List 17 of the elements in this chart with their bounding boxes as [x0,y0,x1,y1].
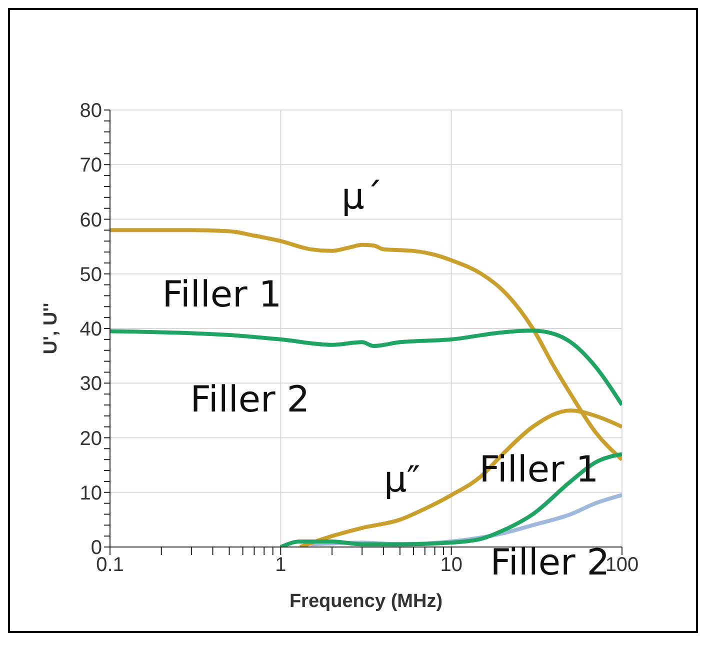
y-tick-label: 20 [80,428,102,450]
x-tick-label: 1 [275,554,286,576]
y-tick-label: 80 [80,100,102,122]
x-axis-title: Frequency (MHz) [289,591,443,612]
annotation: μ´ [342,176,382,218]
y-tick-label: 40 [80,318,102,341]
annotation: Filler 1 [162,274,282,316]
y-tick-label: 50 [80,264,102,286]
y-tick-label: 10 [80,482,102,504]
annotation: μ″ [384,460,420,500]
y-axis-title: U', U'' [40,302,62,354]
x-tick-label: 0.1 [96,554,124,576]
annotation: Filler 2 [190,380,310,420]
y-tick-label: 70 [80,154,102,177]
x-tick-label: 10 [440,554,462,576]
y-tick-label: 60 [80,209,102,232]
y-tick-label: 30 [80,373,102,396]
